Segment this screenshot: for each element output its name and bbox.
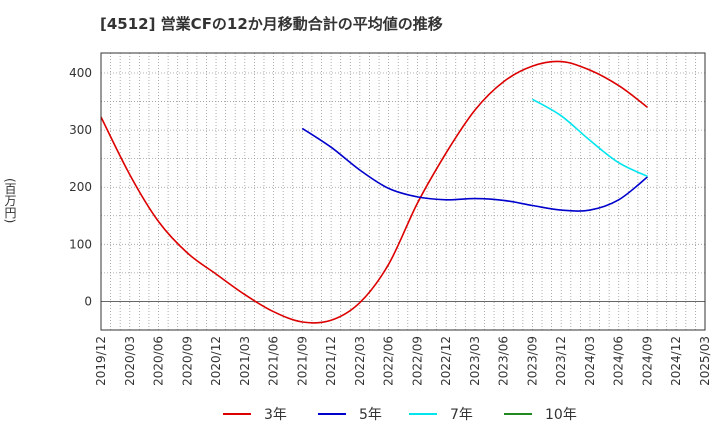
x-tick-label: 2021/09 xyxy=(295,336,309,386)
x-tick-label: 2020/12 xyxy=(209,336,223,386)
x-tick-label: 2024/06 xyxy=(612,336,626,386)
plot-frame xyxy=(100,52,706,331)
x-tick-label: 2022/03 xyxy=(353,336,367,386)
x-tick-label: 2024/03 xyxy=(583,336,597,386)
y-axis-unit-label: (百万円) xyxy=(3,178,17,224)
x-tick-label: 2021/06 xyxy=(267,336,281,386)
x-tick-label: 2025/03 xyxy=(698,336,712,386)
x-tick-label: 2022/09 xyxy=(410,336,424,386)
x-tick-label: 2019/12 xyxy=(94,336,108,386)
legend: 3年 5年 7年 10年 xyxy=(223,407,577,423)
x-tick-label: 2023/06 xyxy=(497,336,511,386)
y-tick-label: 300 xyxy=(69,123,92,137)
legend-label-4: 10年 xyxy=(545,407,577,423)
series-line-3 xyxy=(532,98,648,178)
chart-title: [4512] 営業CFの12か月移動合計の平均値の推移 xyxy=(100,15,443,33)
x-tick-label: 2020/03 xyxy=(123,336,137,386)
y-tick-label: 200 xyxy=(69,180,92,194)
legend-label-3: 7年 xyxy=(450,407,473,423)
series-line-1 xyxy=(100,60,648,324)
x-tick-label: 2020/09 xyxy=(180,336,194,386)
x-tick-label: 2023/09 xyxy=(525,336,539,386)
x-tick-label: 2020/06 xyxy=(152,336,166,386)
x-tick-label: 2024/12 xyxy=(669,336,683,386)
y-tick-label: 0 xyxy=(84,294,92,308)
y-tick-label: 400 xyxy=(69,66,92,80)
x-tick-label: 2023/12 xyxy=(554,336,568,386)
x-tick-label: 2024/09 xyxy=(640,336,654,386)
legend-label-1: 3年 xyxy=(264,407,287,423)
series-line-2 xyxy=(301,127,648,212)
x-tick-label: 2021/03 xyxy=(238,336,252,386)
y-tick-labels: 0 100 200 300 400 xyxy=(69,66,92,308)
series-layer xyxy=(100,60,648,324)
y-tick-label: 100 xyxy=(69,237,92,251)
x-tick-label: 2021/12 xyxy=(324,336,338,386)
x-tick-labels: 2019/12 2020/03 2020/06 2020/09 2020/12 2021/… xyxy=(94,336,712,386)
x-tick-label: 2022/06 xyxy=(382,336,396,386)
x-tick-label: 2022/12 xyxy=(439,336,453,386)
legend-label-2: 5年 xyxy=(359,407,382,423)
grid-layer xyxy=(101,53,705,330)
x-tick-label: 2023/03 xyxy=(468,336,482,386)
